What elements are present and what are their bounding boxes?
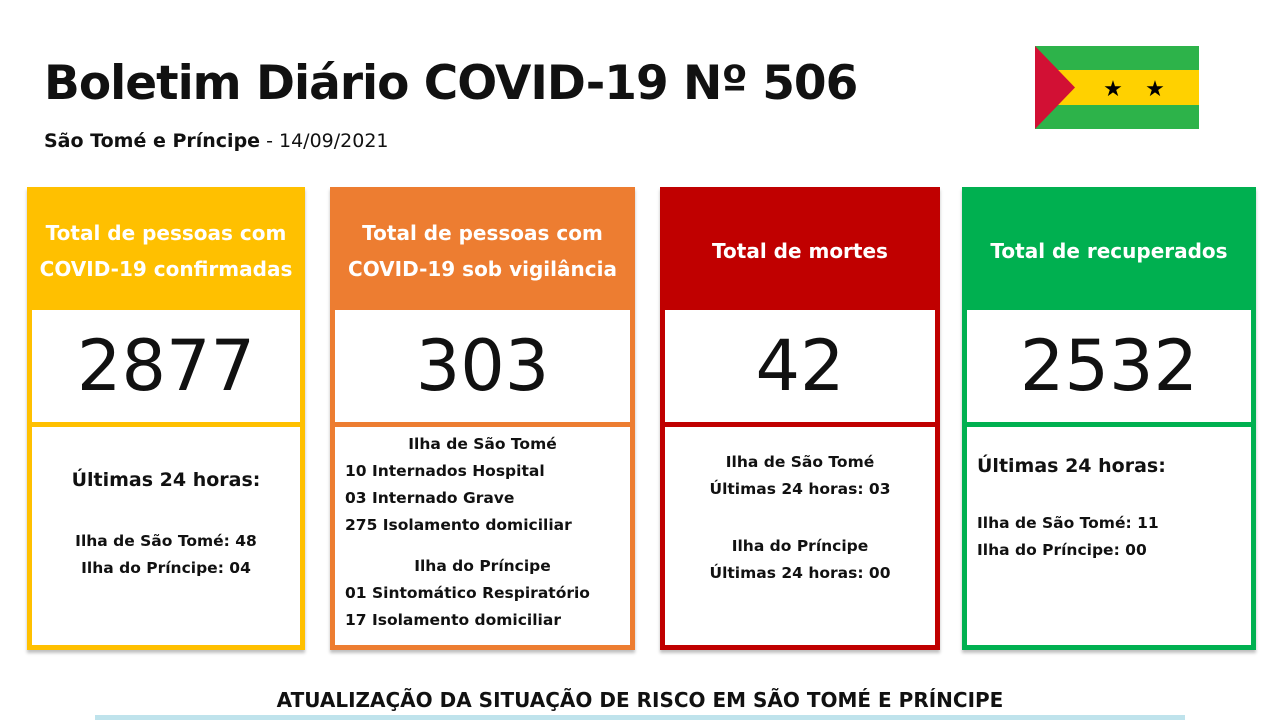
- detail-line: Ilha de São Tomé: [408, 435, 557, 453]
- svg-text:★: ★: [1145, 77, 1165, 102]
- card-deaths: Total de mortes 42 Ilha de São Tomé Últi…: [660, 187, 940, 650]
- deaths-count: 42: [665, 310, 935, 427]
- detail-line: 275 Isolamento domiciliar: [345, 516, 572, 534]
- last-24h-heading: Últimas 24 horas:: [977, 455, 1166, 477]
- date: - 14/09/2021: [266, 130, 389, 152]
- detail-line: Ilha do Príncipe: [414, 557, 551, 575]
- detail-line: 17 Isolamento domiciliar: [345, 611, 561, 629]
- detail-line: 10 Internados Hospital: [345, 462, 545, 480]
- card-confirmed: Total de pessoas com COVID-19 confirmada…: [27, 187, 305, 650]
- card-recovered: Total de recuperados 2532 Últimas 24 hor…: [962, 187, 1256, 650]
- detail-line: Ilha de São Tomé: 11: [977, 514, 1159, 532]
- card-header: Total de pessoas com COVID-19 sob vigilâ…: [335, 192, 630, 310]
- card-surveillance: Total de pessoas com COVID-19 sob vigilâ…: [330, 187, 635, 650]
- recovered-count: 2532: [967, 310, 1251, 427]
- detail-line: Ilha do Príncipe: 00: [977, 541, 1147, 559]
- sao-tome-flag-icon: ★ ★: [1035, 46, 1199, 129]
- country: São Tomé e Príncipe: [44, 130, 261, 152]
- detail-line: Últimas 24 horas: 00: [709, 564, 891, 582]
- detail-line: Últimas 24 horas: 03: [709, 480, 891, 498]
- svg-text:★: ★: [1103, 77, 1123, 102]
- detail-line: 01 Sintomático Respiratório: [345, 584, 590, 602]
- section-divider: [95, 715, 1185, 720]
- last-24h-heading: Últimas 24 horas:: [71, 469, 261, 491]
- section-title: ATUALIZAÇÃO DA SITUAÇÃO DE RISCO EM SÃO …: [276, 688, 1004, 712]
- surveillance-count: 303: [335, 310, 630, 427]
- page-title: Boletim Diário COVID-19 Nº 506: [44, 56, 858, 111]
- card-header: Total de recuperados: [967, 192, 1251, 310]
- subtitle: São Tomé e Príncipe - 14/09/2021: [44, 130, 389, 152]
- card-header: Total de pessoas com COVID-19 confirmada…: [32, 192, 300, 310]
- detail-line: Ilha de São Tomé: [725, 453, 875, 471]
- detail-line: Ilha do Príncipe: [731, 537, 869, 555]
- detail-line: Ilha de São Tomé: 48: [75, 532, 257, 550]
- confirmed-count: 2877: [32, 310, 300, 427]
- detail-line: 03 Internado Grave: [345, 489, 515, 507]
- card-header: Total de mortes: [665, 192, 935, 310]
- detail-line: Ilha do Príncipe: 04: [81, 559, 251, 577]
